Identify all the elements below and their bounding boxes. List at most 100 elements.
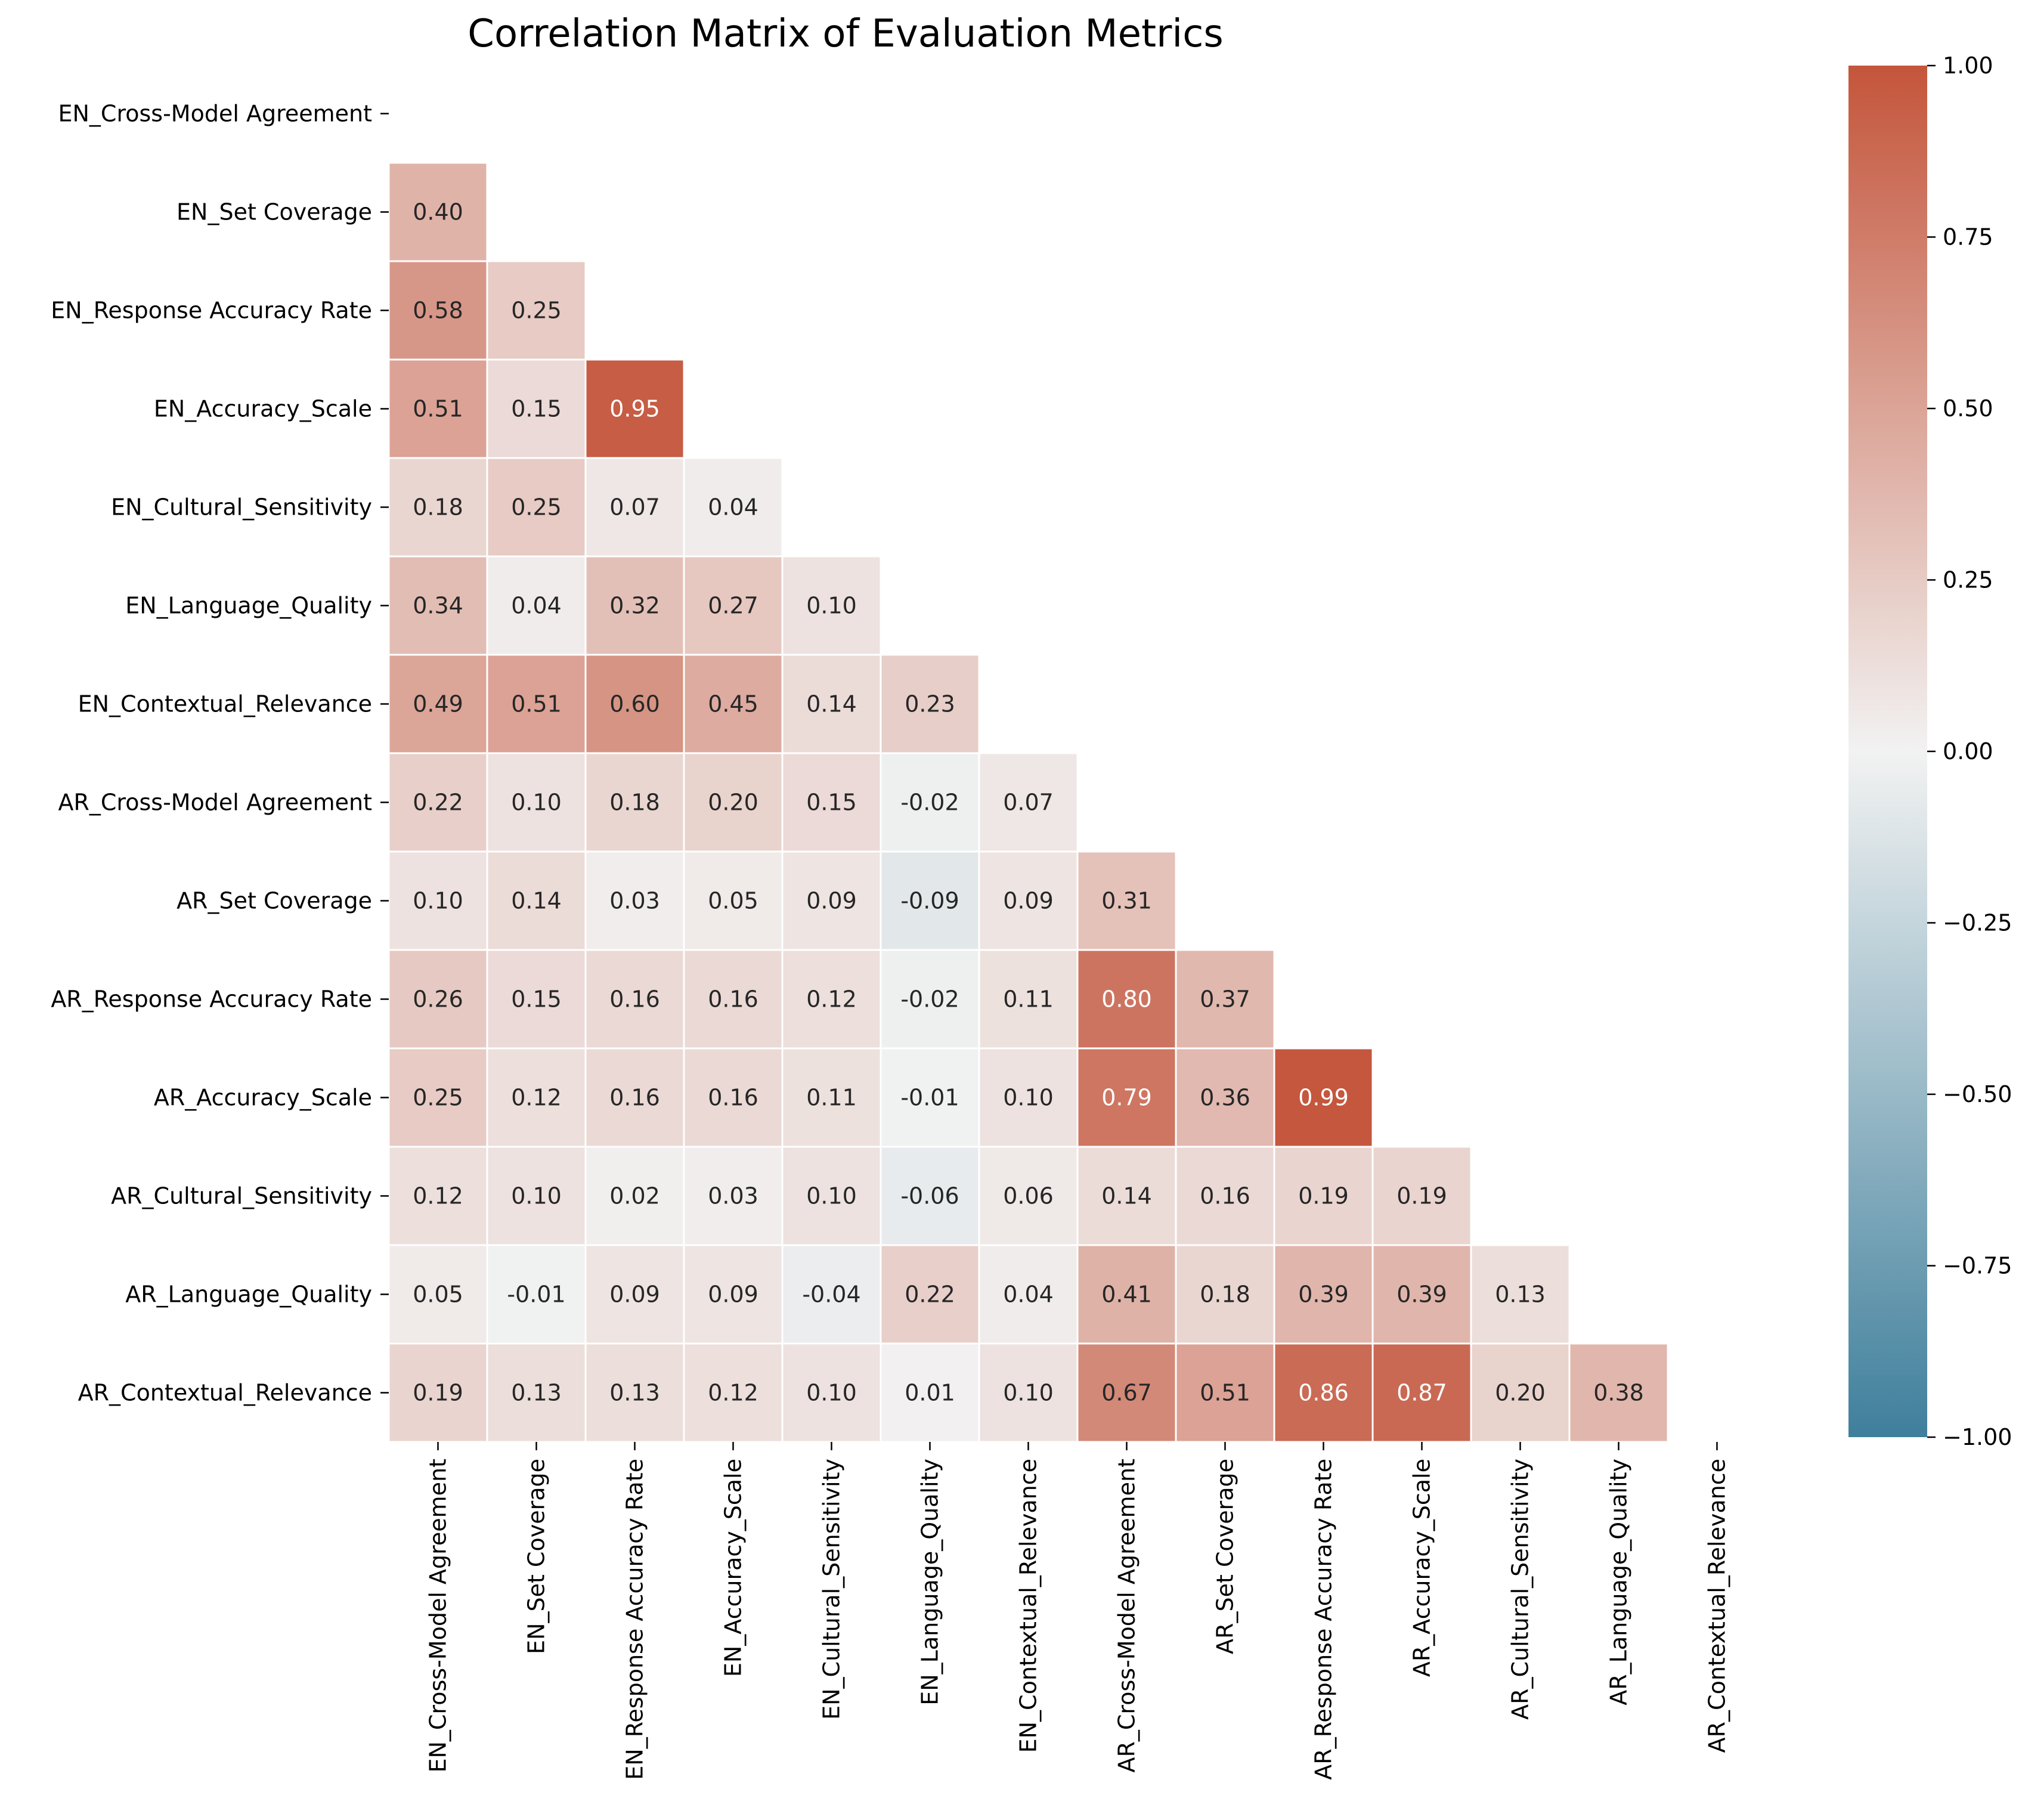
heatmap-cell <box>1273 1342 1374 1443</box>
heatmap-cell <box>880 752 980 853</box>
heatmap-cell <box>880 1244 980 1345</box>
cell-value-label: -0.01 <box>507 1282 565 1308</box>
cell-value-label: 0.15 <box>511 986 562 1013</box>
cell-value-label: 0.51 <box>1200 1380 1250 1406</box>
cell-value-label: 0.25 <box>511 298 562 324</box>
heatmap-cell <box>683 752 784 853</box>
cell-value-label: 0.05 <box>708 888 758 914</box>
cell-value-label: 0.39 <box>1298 1282 1349 1308</box>
heatmap-cell <box>1273 1047 1374 1148</box>
cell-value-label: 0.58 <box>413 298 463 324</box>
cell-value-label: 0.12 <box>806 986 857 1013</box>
heatmap-cell <box>683 1342 784 1443</box>
cell-value-label: 0.04 <box>511 593 562 619</box>
colorbar-tick-label: 1.00 <box>1943 52 1993 79</box>
cell-value-label: 0.95 <box>609 396 660 422</box>
heatmap-cell <box>1175 949 1275 1050</box>
colorbar-tick-label: −0.75 <box>1943 1253 2012 1279</box>
heatmap-cell <box>978 1342 1079 1443</box>
heatmap-cell <box>584 1047 685 1148</box>
cell-value-label: 0.03 <box>708 1183 758 1209</box>
cell-value-label: 0.25 <box>413 1085 463 1111</box>
column-label-ar-set-coverage: AR_Set Coverage <box>1212 1459 1238 1654</box>
heatmap-cell <box>388 752 488 853</box>
colorbar-tick-label: −1.00 <box>1943 1424 2012 1450</box>
column-label-en-language-quality: EN_Language_Quality <box>917 1459 943 1706</box>
cell-value-label: 0.09 <box>1003 888 1054 914</box>
heatmap-cell <box>486 555 587 656</box>
heatmap-cell <box>683 1047 784 1148</box>
heatmap-cell <box>683 1146 784 1246</box>
heatmap-cell <box>1568 1342 1669 1443</box>
cell-value-label: 0.16 <box>1200 1183 1250 1209</box>
cell-value-label: -0.06 <box>900 1183 959 1209</box>
column-labels: EN_Cross-Model Agreement EN_Set Coverage E… <box>425 1442 1730 1780</box>
heatmap-cell <box>683 654 784 754</box>
cell-value-label: 0.20 <box>708 790 758 816</box>
cell-value-label: 0.16 <box>609 986 660 1013</box>
cell-value-label: 0.13 <box>609 1380 660 1406</box>
row-label-en-accuracy-scale: EN_Accuracy_Scale <box>154 396 372 422</box>
cell-value-label: 0.14 <box>806 691 857 717</box>
cell-value-label: 0.14 <box>1101 1183 1152 1209</box>
colorbar-tick-label: 0.75 <box>1943 224 1993 250</box>
cell-value-label: 0.18 <box>609 790 660 816</box>
column-label-ar-cultural-sensitivity: AR_Cultural_Sensitivity <box>1507 1459 1534 1720</box>
heatmap-cell <box>486 752 587 853</box>
heatmap-cell <box>1175 1146 1275 1246</box>
heatmap-cell <box>880 1146 980 1246</box>
row-label-ar-cultural-sensitivity: AR_Cultural_Sensitivity <box>111 1183 372 1209</box>
cell-value-label: -0.09 <box>900 888 959 914</box>
cell-value-label: 0.10 <box>806 593 857 619</box>
cell-value-label: 0.99 <box>1298 1085 1349 1111</box>
heatmap-cell <box>781 654 882 754</box>
column-label-ar-response-accuracy-rate: AR_Response Accuracy Rate <box>1311 1459 1337 1780</box>
heatmap-cell <box>584 850 685 951</box>
row-label-en-cross-model-agreement: EN_Cross-Model Agreement <box>58 101 372 127</box>
column-label-ar-accuracy-scale: AR_Accuracy_Scale <box>1409 1459 1435 1677</box>
column-label-en-contextual-relevance: EN_Contextual_Relevance <box>1015 1459 1042 1753</box>
heatmap-cell <box>388 1244 488 1345</box>
cell-value-label: 0.34 <box>413 593 463 619</box>
cell-value-label: 0.10 <box>1003 1380 1054 1406</box>
row-label-ar-contextual-relevance: AR_Contextual_Relevance <box>78 1380 372 1406</box>
chart-title: Correlation Matrix of Evaluation Metrics <box>467 12 1223 56</box>
cell-value-label: 0.11 <box>1003 986 1054 1013</box>
heatmap-cell <box>683 1244 784 1345</box>
row-label-en-response-accuracy-rate: EN_Response Accuracy Rate <box>51 298 372 324</box>
heatmap-cell <box>584 1244 685 1345</box>
cell-value-label: 0.09 <box>609 1282 660 1308</box>
heatmap-cell <box>388 1342 488 1443</box>
heatmap-cell <box>978 1244 1079 1345</box>
cell-value-label: 0.87 <box>1396 1380 1447 1406</box>
cell-value-label: 0.60 <box>609 691 660 717</box>
row-label-en-set-coverage: EN_Set Coverage <box>177 199 372 225</box>
heatmap-cell <box>584 654 685 754</box>
cell-value-label: 0.23 <box>905 691 955 717</box>
row-label-ar-language-quality: AR_Language_Quality <box>125 1282 372 1308</box>
cell-value-label: 0.31 <box>1101 888 1152 914</box>
cell-value-label: 0.15 <box>511 396 562 422</box>
cell-value-label: 0.16 <box>708 986 758 1013</box>
colorbar-gradient <box>1848 66 1927 1437</box>
heatmap-cell <box>1371 1244 1472 1345</box>
cell-value-label: 0.13 <box>511 1380 562 1406</box>
cell-value-label: 0.16 <box>609 1085 660 1111</box>
heatmap-cell <box>781 1047 882 1148</box>
cell-value-label: 0.04 <box>708 494 758 521</box>
cell-value-label: 0.51 <box>413 396 463 422</box>
heatmap-cell <box>978 752 1079 853</box>
cell-value-label: 0.10 <box>806 1380 857 1406</box>
cell-value-label: 0.86 <box>1298 1380 1349 1406</box>
cell-value-label: 0.12 <box>511 1085 562 1111</box>
cell-value-label: 0.32 <box>609 593 660 619</box>
cell-value-label: 0.79 <box>1101 1085 1152 1111</box>
column-label-en-set-coverage: EN_Set Coverage <box>524 1459 550 1654</box>
cell-value-label: 0.07 <box>609 494 660 521</box>
heatmap-cell <box>1076 850 1177 951</box>
cell-value-label: 0.12 <box>708 1380 758 1406</box>
row-label-en-cultural-sensitivity: EN_Cultural_Sensitivity <box>111 494 372 521</box>
heatmap-cell <box>1175 1047 1275 1148</box>
cell-value-label: 0.15 <box>806 790 857 816</box>
